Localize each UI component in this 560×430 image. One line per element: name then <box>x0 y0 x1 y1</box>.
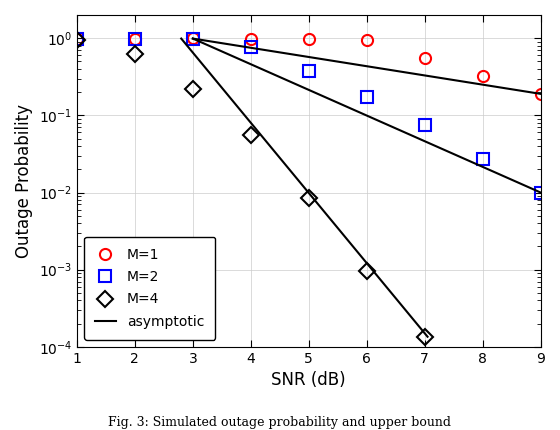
M=2 <box>363 94 370 99</box>
Text: Fig. 3: Simulated outage probability and upper bound: Fig. 3: Simulated outage probability and… <box>109 416 451 429</box>
M=2 <box>132 36 138 41</box>
M=1 <box>363 37 370 42</box>
M=1 <box>73 37 80 42</box>
M=2 <box>305 68 312 73</box>
M=2 <box>479 157 486 162</box>
asymptotic <box>537 91 544 96</box>
Line: M=1: M=1 <box>71 33 546 99</box>
M=4 <box>132 52 138 57</box>
M=2 <box>73 36 80 41</box>
Line: asymptotic: asymptotic <box>193 39 540 94</box>
M=1 <box>537 91 544 96</box>
Line: M=4: M=4 <box>71 34 430 342</box>
M=1 <box>421 55 428 61</box>
M=4 <box>248 133 254 138</box>
M=4 <box>363 269 370 274</box>
X-axis label: SNR (dB): SNR (dB) <box>272 371 346 389</box>
M=2 <box>248 44 254 49</box>
M=2 <box>537 190 544 195</box>
M=4 <box>189 86 196 92</box>
M=4 <box>421 334 428 339</box>
M=1 <box>248 36 254 41</box>
M=2 <box>421 123 428 128</box>
M=1 <box>479 74 486 79</box>
Y-axis label: Outage Probability: Outage Probability <box>15 104 33 258</box>
Legend: M=1, M=2, M=4, asymptotic: M=1, M=2, M=4, asymptotic <box>84 237 216 340</box>
M=4 <box>73 37 80 42</box>
M=2 <box>189 36 196 41</box>
M=1 <box>305 36 312 41</box>
Line: M=2: M=2 <box>71 33 546 198</box>
M=1 <box>132 36 138 41</box>
M=1 <box>189 36 196 41</box>
M=4 <box>305 195 312 200</box>
asymptotic <box>189 36 196 41</box>
